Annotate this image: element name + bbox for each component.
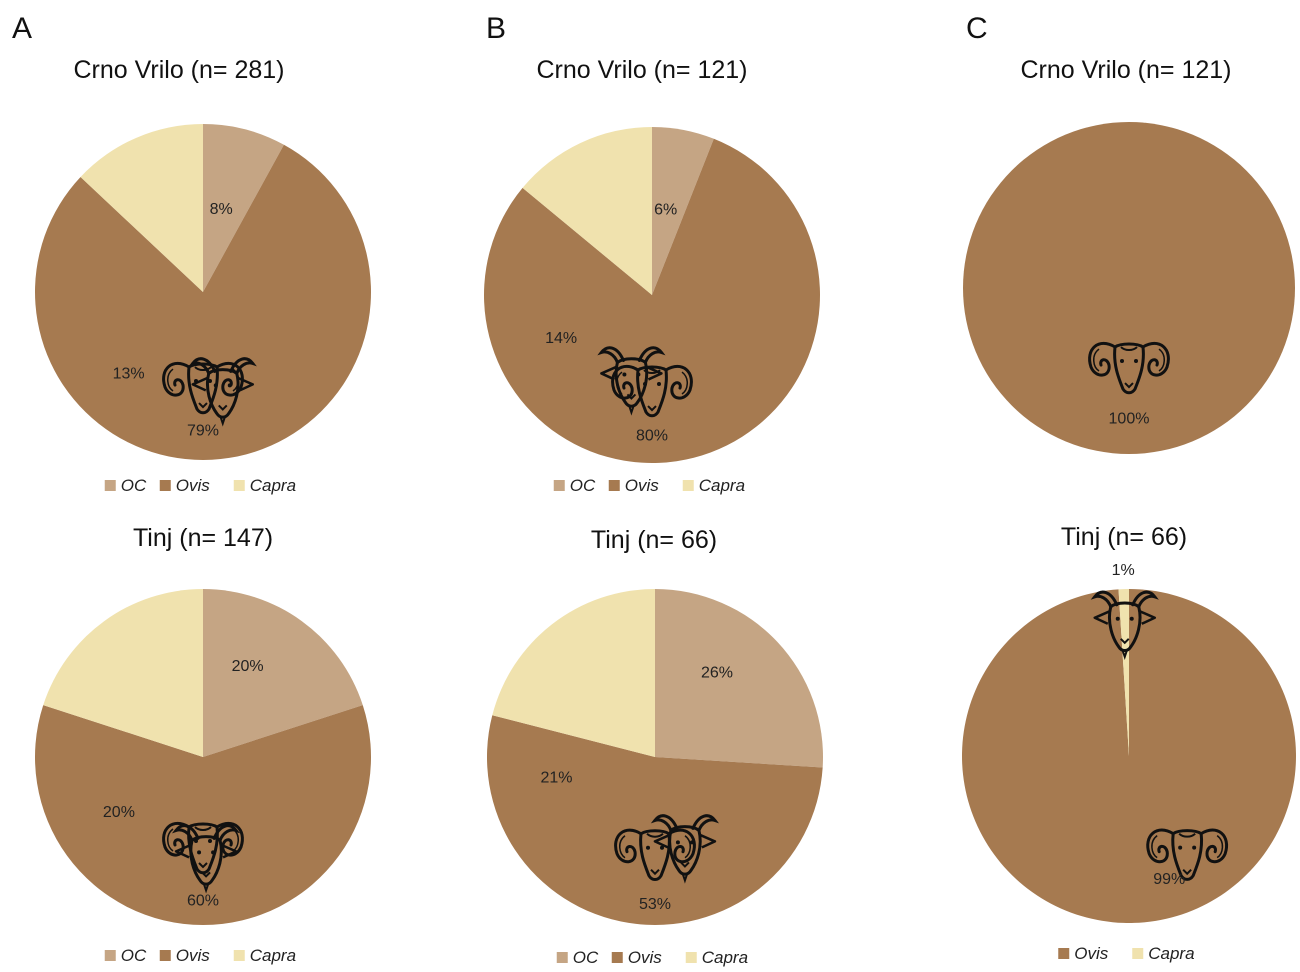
slice-label-capra: 20% (103, 804, 135, 821)
pie-slice-oc (652, 127, 714, 295)
chart-title: Crno Vrilo (n= 121) (537, 56, 748, 84)
slice-label-ovis: 99% (1153, 871, 1185, 888)
legend-label-capra: Capra (1148, 944, 1194, 963)
legend-label-oc: OC (121, 946, 147, 965)
legend-label-capra: Capra (250, 476, 296, 495)
slice-label-ovis: 53% (639, 896, 671, 913)
legend-swatch-oc (104, 950, 116, 961)
legend-swatch-ovis (1058, 948, 1070, 959)
legend-label-ovis: Ovis (1074, 944, 1109, 963)
pie-slice-oc (203, 124, 284, 292)
pie-slice-capra (1118, 589, 1129, 756)
legend-swatch-ovis (159, 950, 171, 961)
slice-label-capra: 14% (545, 330, 577, 347)
panel-letter: A (12, 12, 32, 45)
pie-slice-ovis (963, 122, 1295, 454)
legend: Ovis Capra (1058, 944, 1195, 963)
pie-slice-capra (522, 127, 652, 295)
legend-swatch-oc (553, 480, 565, 491)
legend-label-ovis: Ovis (176, 476, 211, 495)
slice-label-ovis: 100% (1109, 410, 1150, 427)
panel-c: C Crno Vrilo (n= 121) 100% Tinj (n= 66) … (961, 12, 1296, 963)
pie-slice-oc (203, 589, 363, 757)
pie-tinj-c: 99% 1% (961, 562, 1296, 923)
pie-slice-ovis (35, 144, 372, 461)
legend-swatch-ovis (608, 480, 620, 491)
pie-slice-capra (43, 589, 203, 757)
legend-label-oc: OC (573, 948, 599, 967)
pie-slice-ovis (35, 705, 371, 925)
pie-slice-capra (80, 124, 203, 292)
legend-label-capra: Capra (250, 946, 296, 965)
legend-swatch-ovis (159, 480, 171, 491)
chart-title: Tinj (n= 66) (591, 526, 717, 554)
panel-b: B Crno Vrilo (n= 121) 6% 80% 14% OC Ovis Cap… (484, 12, 823, 967)
pie-crno-vrilo-b: 6% 80% 14% (484, 127, 820, 463)
legend-label-capra: Capra (702, 948, 748, 967)
pie-crno-vrilo-c: 100% (963, 122, 1295, 454)
chart-title: Crno Vrilo (n= 121) (1021, 56, 1232, 84)
chart-title: Tinj (n= 147) (133, 524, 273, 552)
legend-swatch-capra (685, 952, 697, 963)
legend-label-oc: OC (121, 476, 147, 495)
pie-slice-ovis (961, 589, 1296, 923)
slice-label-capra: 21% (540, 770, 572, 787)
legend-swatch-oc (104, 480, 116, 491)
legend-swatch-capra (233, 950, 245, 961)
slice-label-capra: 1% (1112, 562, 1135, 579)
slice-label-capra: 13% (113, 365, 145, 382)
legend: OC Ovis Capra (556, 948, 748, 967)
legend-swatch-oc (556, 952, 568, 963)
legend-label-oc: OC (570, 476, 596, 495)
slice-label-oc: 6% (654, 202, 677, 219)
pie-tinj-a: 20% 60% 20% (35, 589, 371, 925)
panel-letter: B (486, 12, 506, 45)
pie-crno-vrilo-a: 8% 79% 13% (35, 124, 372, 461)
pie-slice-capra (492, 589, 655, 757)
slice-label-ovis: 80% (636, 427, 668, 444)
legend: OC Ovis Capra (104, 946, 296, 965)
pie-slice-ovis (484, 138, 820, 463)
legend-label-capra: Capra (699, 476, 745, 495)
legend-label-ovis: Ovis (625, 476, 660, 495)
slice-label-ovis: 79% (187, 423, 219, 440)
legend-swatch-capra (233, 480, 245, 491)
legend: OC Ovis Capra (104, 476, 296, 495)
legend: OC Ovis Capra (553, 476, 745, 495)
slice-label-oc: 26% (701, 664, 733, 681)
slice-label-ovis: 60% (187, 893, 219, 910)
legend-label-ovis: Ovis (176, 946, 211, 965)
legend-swatch-capra (682, 480, 694, 491)
slice-label-oc: 20% (232, 658, 264, 675)
legend-label-ovis: Ovis (628, 948, 663, 967)
slice-label-oc: 8% (210, 201, 233, 218)
panel-letter: C (966, 12, 988, 45)
chart-title: Tinj (n= 66) (1061, 523, 1187, 551)
legend-swatch-ovis (611, 952, 623, 963)
panel-a: A Crno Vrilo (n= 281) 8% 79% 13% OC Ovis Cap… (12, 12, 372, 965)
pie-slice-oc (655, 589, 823, 768)
legend-swatch-capra (1132, 948, 1144, 959)
chart-title: Crno Vrilo (n= 281) (74, 56, 285, 84)
pie-tinj-b: 26% 53% 21% (486, 589, 823, 925)
